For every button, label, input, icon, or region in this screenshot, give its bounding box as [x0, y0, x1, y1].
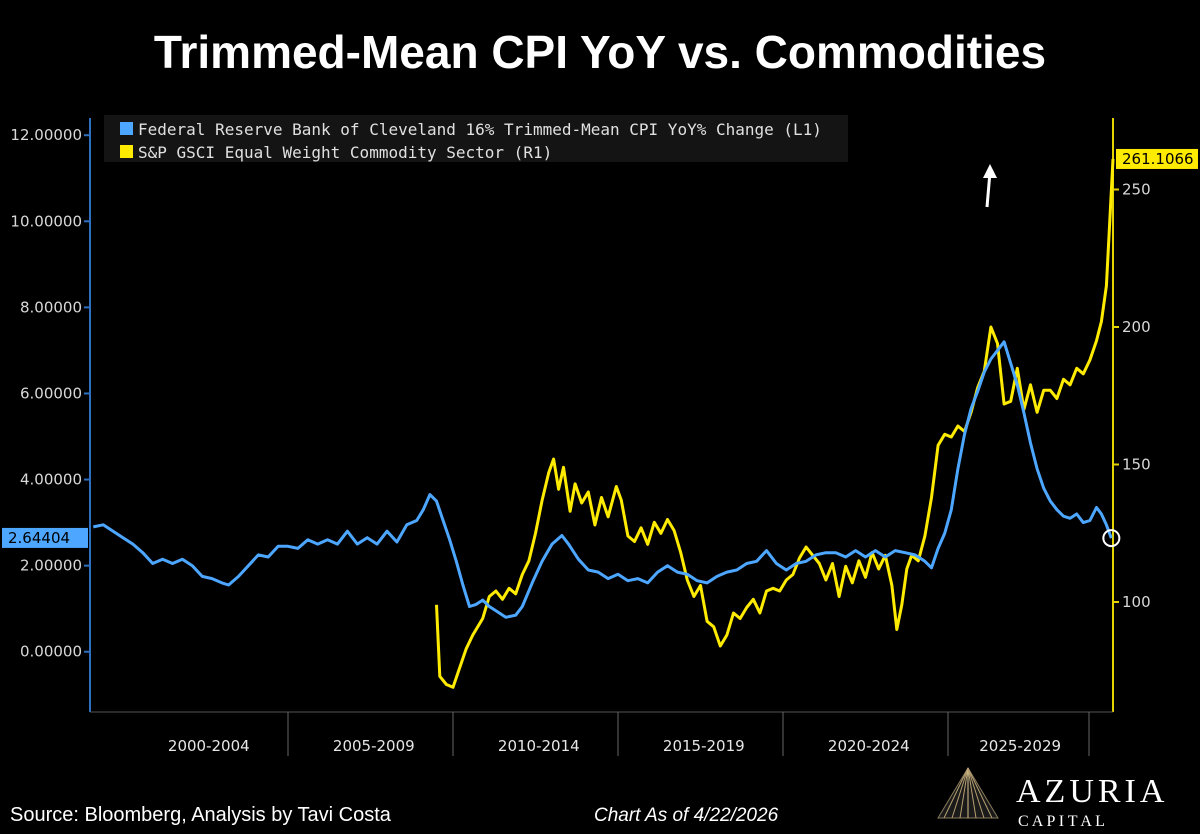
right-last-value-text: 261.1066: [1122, 150, 1194, 168]
right-tick-label: 100: [1122, 593, 1151, 611]
x-tick-label: 2015-2019: [663, 737, 745, 755]
legend-label-cpi: Federal Reserve Bank of Cleveland 16% Tr…: [138, 120, 822, 139]
right-tick-label: 250: [1122, 181, 1151, 199]
chart-title: Trimmed-Mean CPI YoY vs. Commodities: [154, 26, 1046, 78]
left-last-value-text: 2.64404: [8, 529, 70, 547]
x-tick-label: 2005-2009: [333, 737, 415, 755]
legend-background: [104, 115, 848, 162]
left-tick-label: 0.00000: [20, 643, 82, 661]
left-tick-label: 8.00000: [20, 298, 82, 316]
legend-label-commodity: S&P GSCI Equal Weight Commodity Sector (…: [138, 143, 552, 162]
left-last-value-label: 2.64404: [2, 527, 88, 548]
x-tick-label: 2000-2004: [168, 737, 250, 755]
left-last-value-background: [2, 527, 88, 548]
left-axis-ticks: 12.00000 10.00000 8.00000 6.00000 4.00000 2.0…: [10, 126, 90, 661]
legend-swatch-commodity: [120, 145, 133, 158]
logo-mark-icon: [937, 767, 999, 819]
left-tick-label: 2.00000: [20, 557, 82, 575]
x-tick-label: 2025-2029: [979, 737, 1061, 755]
right-tick-label: 200: [1122, 318, 1151, 336]
left-tick-label: 4.00000: [20, 471, 82, 489]
x-tick-label: 2010-2014: [498, 737, 580, 755]
source-text: Source: Bloomberg, Analysis by Tavi Cost…: [10, 804, 392, 826]
logo-name: AZURIA: [1016, 773, 1168, 810]
right-tick-label: 150: [1122, 456, 1151, 474]
circle-annotation: [1102, 529, 1121, 548]
right-last-value-background: [1116, 148, 1198, 169]
logo-subtitle: C A P I T A L: [1018, 813, 1105, 830]
up-arrow-annotation: [983, 164, 997, 208]
azuria-logo: AZURIA C A P I T A L: [937, 767, 1168, 830]
x-axis-ticks: 2000-2004 2005-2009 2010-2014 2015-2019 2020…: [168, 712, 1090, 756]
series-line-cpi: [92, 340, 1113, 619]
up-arrow-icon: [983, 164, 997, 178]
x-tick-label: 2020-2024: [828, 737, 910, 755]
legend: Federal Reserve Bank of Cleveland 16% Tr…: [104, 115, 848, 162]
right-last-value-label: 261.1066: [1116, 148, 1198, 169]
left-tick-label: 10.00000: [10, 212, 82, 230]
right-axis-ticks: 250 200 150 100: [1113, 181, 1151, 611]
series-line-commodity: [435, 158, 1115, 689]
left-tick-label: 12.00000: [10, 126, 82, 144]
left-tick-label: 6.00000: [20, 384, 82, 402]
chart-date-text: Chart As of 4/22/2026: [594, 805, 779, 826]
legend-swatch-cpi: [120, 122, 133, 135]
